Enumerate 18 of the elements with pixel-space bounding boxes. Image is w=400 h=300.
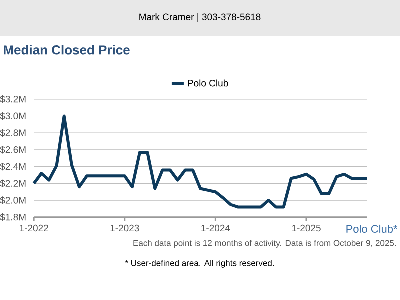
y-tick-label: $2.6M: [0, 146, 26, 154]
x-tick-label: 1-2025: [292, 224, 321, 232]
y-tick-label: $2.2M: [0, 180, 26, 188]
text: * User-defined area. All rights reserved.: [125, 260, 274, 268]
x-tick-label: 1-2023: [110, 224, 140, 232]
y-tick-label: $3.2M: [0, 96, 26, 104]
y-tick-label: $2.4M: [0, 162, 26, 171]
y-tick-label: $1.8M: [0, 214, 26, 222]
text: Each data point is 12 months of activity. Data is from October 9, 2025.: [134, 240, 396, 248]
x-tick-label: 1-2022: [20, 224, 48, 232]
x-tick-label: 1-2024: [202, 224, 230, 232]
chart-title: Median Closed Price: [4, 45, 130, 55]
text: Mark Cramer | 303-378-5618: [140, 14, 261, 22]
legend-label: Polo Club: [188, 80, 228, 87]
text: Polo Club*: [346, 224, 398, 234]
y-tick-label: $2.0M: [0, 196, 26, 204]
y-tick-label: $3.0M: [0, 112, 26, 120]
y-tick-label: $2.8M: [0, 129, 26, 137]
